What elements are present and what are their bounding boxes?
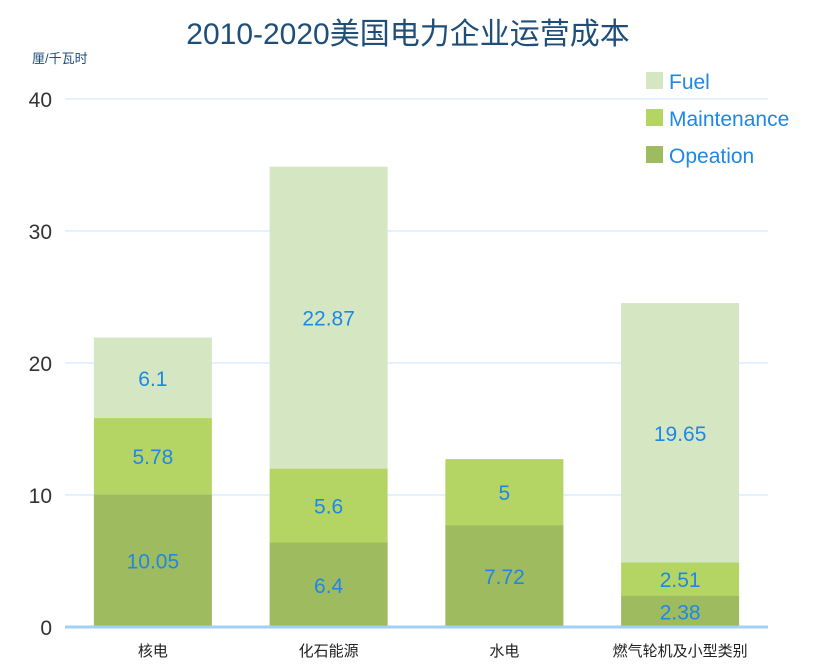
legend-swatch-fuel <box>646 72 663 89</box>
data-label: 5 <box>499 482 511 505</box>
y-tick-label: 10 <box>29 485 52 508</box>
x-tick-label: 化石能源 <box>299 643 359 660</box>
data-label: 2.51 <box>660 569 701 592</box>
bar-maintenance <box>445 459 564 526</box>
data-label: 22.87 <box>302 308 355 331</box>
bar-maintenance <box>269 468 388 543</box>
bar-opeation <box>93 494 212 627</box>
data-label: 7.72 <box>484 566 525 589</box>
bar-opeation <box>621 595 740 627</box>
data-label: 5.6 <box>314 496 343 519</box>
bar-fuel <box>269 166 388 469</box>
legend-label: Opeation <box>669 145 754 168</box>
legend-swatch-opeation <box>646 146 663 163</box>
bar-fuel <box>93 337 212 419</box>
bar-fuel <box>621 303 740 563</box>
bar-opeation <box>445 525 564 627</box>
data-label: 2.38 <box>660 601 701 624</box>
x-tick-label: 核电 <box>138 643 168 660</box>
y-tick-label: 30 <box>29 221 52 244</box>
legend-label: Fuel <box>669 71 710 94</box>
data-label: 10.05 <box>127 551 180 574</box>
data-label: 6.4 <box>314 575 344 598</box>
bar-maintenance <box>93 418 212 495</box>
data-label: 5.78 <box>132 446 173 469</box>
legend-swatch-maintenance <box>646 109 663 126</box>
y-tick-label: 40 <box>29 89 52 112</box>
x-tick-label: 燃气轮机及小型类别 <box>613 642 748 660</box>
y-tick-label: 0 <box>40 617 52 640</box>
x-tick-label: 水电 <box>489 643 519 660</box>
y-axis-label: 厘/千瓦时 <box>32 51 88 66</box>
legend-label: Maintenance <box>669 108 789 131</box>
y-tick-label: 20 <box>29 353 52 376</box>
data-label: 6.1 <box>138 368 167 391</box>
bar-opeation <box>269 542 388 627</box>
chart-title: 2010-2020美国电力企业运营成本 <box>186 18 629 51</box>
data-label: 19.65 <box>654 423 707 446</box>
bar-maintenance <box>621 562 740 596</box>
